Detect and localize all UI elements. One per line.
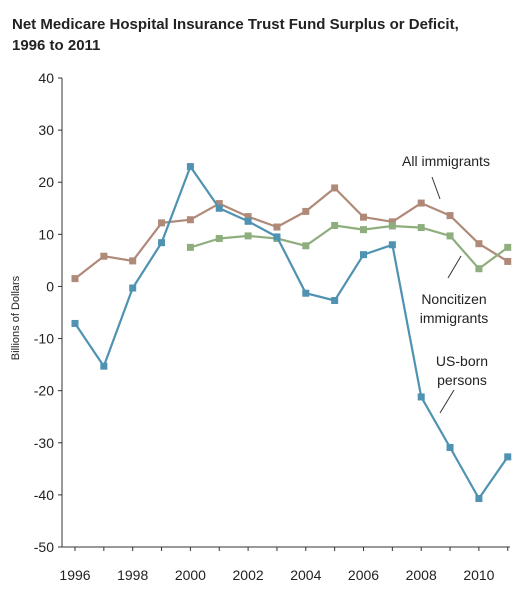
data-point	[388, 222, 396, 230]
data-point	[273, 233, 281, 241]
x-tick-label: 2004	[290, 567, 321, 583]
series-line	[190, 224, 509, 270]
series-noncitizen-immigrants	[186, 221, 512, 273]
data-point	[71, 275, 79, 283]
annotation-text: All immigrants	[402, 153, 490, 169]
annotation-layer: All immigrants Noncitizen immigrants US-bor…	[402, 153, 490, 414]
y-tick-label: 0	[46, 278, 54, 294]
x-tick-label: 2008	[406, 567, 437, 583]
series-all-immigrants	[71, 184, 512, 283]
data-point	[388, 241, 396, 249]
series-us-born-persons	[71, 163, 512, 503]
data-point	[475, 495, 483, 503]
y-tick-label: -30	[34, 435, 54, 451]
data-point	[331, 297, 339, 305]
data-point	[158, 239, 166, 247]
data-point	[504, 243, 512, 251]
data-point	[475, 240, 483, 248]
data-point	[302, 207, 310, 215]
data-point	[129, 257, 137, 265]
chart-title-line-2: 1996 to 2011	[12, 37, 101, 54]
annotation-2: Noncitizen immigrants	[420, 255, 488, 326]
data-point	[504, 257, 512, 265]
chart-title: Net Medicare Hospital Insurance Trust Fu…	[12, 14, 512, 56]
data-point	[186, 216, 194, 224]
series-line	[74, 186, 509, 280]
data-point	[417, 199, 425, 207]
annotation-text: immigrants	[420, 310, 488, 326]
data-point	[100, 252, 108, 260]
y-tick-label: 30	[38, 122, 54, 138]
data-point	[186, 243, 194, 251]
data-point	[244, 217, 252, 225]
data-point	[244, 213, 252, 221]
y-tick-label: 10	[38, 226, 54, 242]
data-point	[302, 242, 310, 250]
x-tick-label: 2006	[348, 567, 379, 583]
data-point	[360, 213, 367, 221]
y-tick-label: -50	[34, 539, 54, 555]
x-tick-label: 2010	[463, 567, 494, 583]
y-tick-label: -20	[34, 383, 54, 399]
data-point	[244, 232, 252, 240]
data-point	[215, 200, 223, 208]
annotation-leader	[431, 176, 441, 200]
x-tick-label: 2000	[175, 567, 206, 583]
data-point	[129, 284, 137, 292]
annotation-text: US-born	[436, 353, 488, 369]
annotation-1: All immigrants	[402, 153, 490, 200]
data-point	[215, 235, 223, 243]
y-tick-label: -10	[34, 331, 54, 347]
data-point	[302, 289, 310, 297]
y-tick-label: -40	[34, 487, 54, 503]
data-point	[504, 453, 512, 461]
x-tick-label: 2002	[233, 567, 264, 583]
data-point	[446, 232, 454, 240]
data-point	[360, 251, 367, 259]
annotation-3: US-born persons	[436, 353, 488, 414]
data-point	[215, 204, 223, 212]
data-point	[186, 163, 194, 171]
data-point	[331, 221, 339, 229]
data-point	[446, 212, 454, 220]
data-point	[158, 219, 166, 227]
data-point	[446, 443, 454, 451]
data-point	[417, 224, 425, 232]
data-point	[417, 393, 425, 401]
data-point	[475, 265, 483, 273]
annotation-text: persons	[437, 372, 487, 388]
y-axis-label: Billions of Dollars	[10, 275, 22, 360]
series-line	[74, 165, 509, 500]
y-tick-label: 40	[38, 70, 54, 86]
annotation-text: Noncitizen	[421, 291, 486, 307]
x-tick-label: 1998	[117, 567, 148, 583]
series-layer	[71, 163, 512, 503]
y-tick-label: 20	[38, 174, 54, 190]
data-point	[388, 218, 396, 226]
data-point	[71, 319, 79, 327]
data-point	[273, 223, 281, 231]
annotation-leader	[447, 255, 462, 279]
chart-title-line-1: Net Medicare Hospital Insurance Trust Fu…	[12, 16, 459, 33]
annotation-leader	[439, 389, 455, 414]
data-point	[331, 184, 339, 192]
data-point	[100, 362, 108, 370]
x-tick-label: 1996	[59, 567, 90, 583]
data-point	[360, 226, 367, 234]
